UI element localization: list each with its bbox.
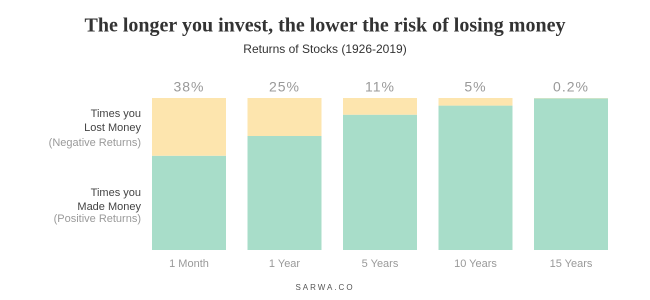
- bar-segment: [438, 98, 513, 106]
- x-tick-label: 1 Month: [169, 258, 209, 270]
- bar-segment: [534, 98, 608, 250]
- bar-segment: [152, 155, 226, 250]
- bar-segment: [343, 114, 417, 250]
- x-tick-label: 15 Years: [550, 258, 593, 270]
- legend-note: (Negative Returns): [48, 137, 141, 149]
- value-label: 38%: [173, 79, 204, 95]
- bar-segment: [438, 105, 513, 250]
- value-label: 25%: [269, 79, 300, 95]
- legend-label: Times you Made Money: [77, 187, 141, 213]
- bar-segment: [247, 98, 322, 136]
- x-tick-label: 1 Year: [269, 258, 301, 270]
- chart-subtitle: Returns of Stocks (1926-2019): [243, 42, 406, 56]
- value-label: 11%: [365, 79, 395, 95]
- chart-title: The longer you invest, the lower the ris…: [85, 15, 566, 37]
- x-tick-label: 10 Years: [454, 258, 497, 270]
- bar-segment: [247, 136, 322, 250]
- legend-label: Times you Lost Money: [84, 108, 141, 134]
- x-tick-label: 5 Years: [362, 258, 399, 270]
- bar-segment: [152, 98, 226, 156]
- value-label: 0.2%: [553, 79, 589, 95]
- footer: SARWA.CO: [295, 283, 354, 292]
- bar-segment: [343, 98, 417, 115]
- value-label: 5%: [464, 79, 486, 95]
- legend-note: (Positive Returns): [53, 213, 141, 225]
